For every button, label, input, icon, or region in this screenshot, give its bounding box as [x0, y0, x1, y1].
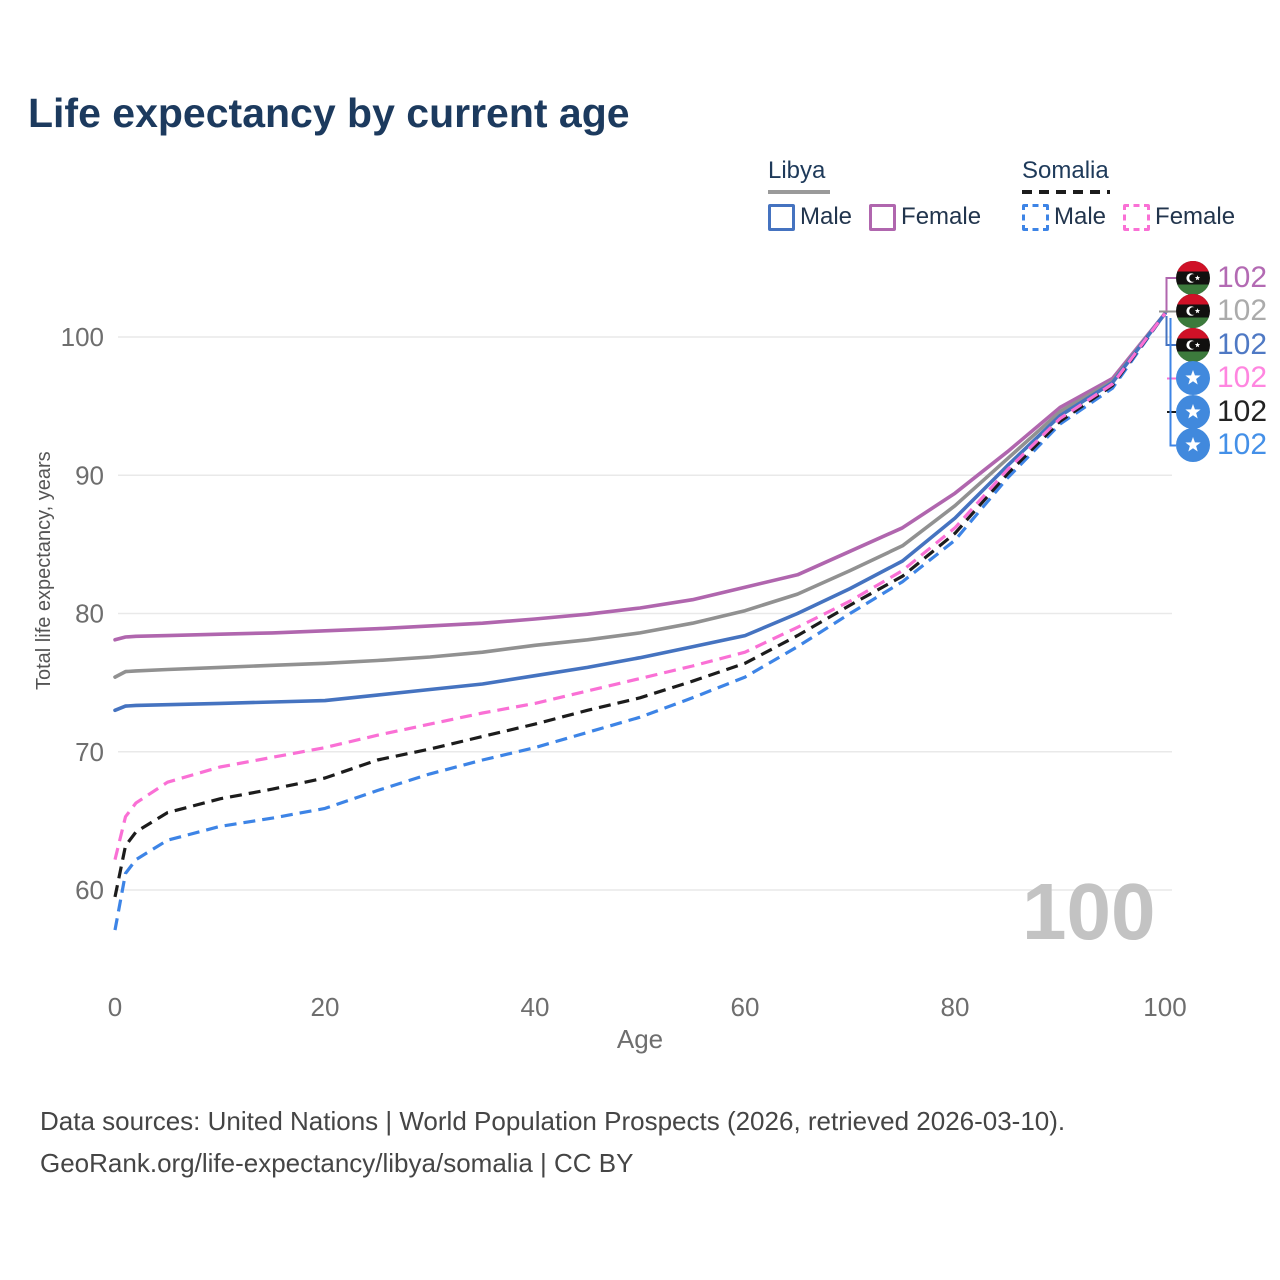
data-sources-note: Data sources: United Nations | World Pop…	[40, 1106, 1066, 1136]
x-tick-label: 20	[311, 992, 340, 1022]
x-tick-label: 40	[521, 992, 550, 1022]
end-value-row: 102	[1176, 395, 1267, 429]
end-value-label: 102	[1217, 428, 1268, 461]
y-tick-label: 90	[75, 460, 104, 490]
libya-male-swatch-icon	[768, 203, 795, 231]
legend-libya-female-label: Female	[901, 203, 982, 230]
series-line-somalia-male[interactable]	[113, 312, 1167, 931]
end-value-label: 102	[1217, 261, 1268, 294]
leader-line-libya-female	[1165, 277, 1176, 313]
x-tick-label: 80	[941, 992, 970, 1022]
series-line-libya-female[interactable]	[113, 311, 1167, 642]
end-value-row: 102	[1176, 361, 1267, 395]
current-age-watermark: 100	[1022, 867, 1156, 956]
y-tick-label: 60	[75, 875, 104, 905]
somalia-flag-icon	[1176, 395, 1210, 429]
somalia-flag-icon	[1176, 428, 1210, 462]
somalia-flag-icon	[1176, 361, 1210, 395]
somalia-female-swatch-icon	[1123, 203, 1151, 231]
series-line-somalia-total[interactable]	[113, 312, 1167, 898]
end-value-label: 102	[1217, 395, 1268, 428]
y-tick-label: 100	[61, 322, 104, 352]
libya-flag-icon	[1176, 294, 1210, 328]
end-value-row: 102	[1176, 294, 1267, 328]
libya-female-swatch-icon	[869, 203, 897, 231]
legend-libya-male-label: Male	[800, 203, 853, 230]
legend-item-somalia-male[interactable]: Male	[1022, 203, 1106, 231]
x-axis-title: Age	[616, 1024, 664, 1054]
legend-item-somalia-female[interactable]: Female	[1123, 203, 1235, 231]
legend-somalia-female-label: Female	[1155, 203, 1236, 230]
series-line-libya-male[interactable]	[113, 311, 1167, 713]
end-value-row: 102	[1176, 261, 1267, 295]
legend-group-libya: Libya Male Female	[768, 157, 981, 231]
y-tick-label: 70	[75, 737, 104, 767]
page-title: Life expectancy by current age	[28, 90, 630, 136]
attribution-note: GeoRank.org/life-expectancy/libya/somali…	[40, 1148, 634, 1178]
series-line-libya-total[interactable]	[113, 311, 1167, 679]
legend-somalia-line-style-swatch	[1022, 190, 1110, 194]
y-tick-label: 80	[75, 599, 104, 629]
end-value-row: 102	[1176, 328, 1267, 362]
x-tick-label: 60	[731, 992, 760, 1022]
x-tick-label: 100	[1143, 992, 1186, 1022]
legend-item-libya-male[interactable]: Male	[768, 203, 852, 231]
libya-flag-icon	[1176, 328, 1210, 362]
libya-flag-icon	[1176, 261, 1210, 295]
y-axis-title: Total life expectancy, years	[33, 451, 55, 690]
legend-group-somalia: Somalia Male Female	[1022, 157, 1235, 231]
x-tick-label: 0	[108, 992, 122, 1022]
series-line-somalia-female[interactable]	[113, 312, 1167, 860]
somalia-male-swatch-icon	[1022, 203, 1049, 231]
legend-libya-label: Libya	[768, 157, 826, 184]
end-value-label: 102	[1217, 328, 1268, 361]
legend-item-libya-female[interactable]: Female	[869, 203, 981, 231]
end-value-label: 102	[1217, 294, 1268, 327]
end-value-row: 102	[1176, 428, 1267, 462]
legend-somalia-label: Somalia	[1022, 157, 1109, 184]
legend-somalia-male-label: Male	[1054, 203, 1107, 230]
legend-libya-line-style-swatch	[768, 190, 830, 194]
leader-line-somalia-male	[1169, 318, 1176, 447]
leader-line-libya-male	[1165, 316, 1176, 346]
end-value-label: 102	[1217, 361, 1268, 394]
